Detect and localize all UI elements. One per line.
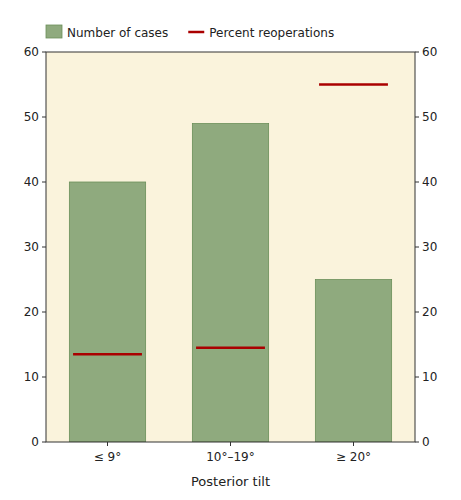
y-tick	[42, 377, 46, 378]
bar	[315, 280, 391, 443]
y2-tick	[415, 312, 419, 313]
y-tick-label: 30	[24, 240, 39, 254]
legend-label: Number of cases	[67, 26, 168, 40]
legend-label: Percent reoperations	[209, 26, 334, 40]
x-tick-label: ≥ 20°	[336, 450, 371, 464]
x-tick	[353, 442, 354, 446]
y-tick-label: 40	[24, 175, 39, 189]
y-tick	[42, 247, 46, 248]
x-tick	[107, 442, 108, 446]
y2-tick-label: 10	[422, 370, 437, 384]
y2-tick-label: 0	[422, 435, 430, 449]
y2-tick-label: 60	[422, 45, 437, 59]
y2-tick-label: 40	[422, 175, 437, 189]
x-axis-label: Posterior tilt	[191, 474, 270, 489]
y2-tick	[415, 377, 419, 378]
y-tick	[42, 117, 46, 118]
plot-frame	[46, 52, 415, 442]
bar	[69, 182, 145, 442]
y-tick-label: 0	[31, 435, 39, 449]
y-tick-label: 20	[24, 305, 39, 319]
chart: 0 10 20 30 40 50 60 0 10 20 30 40 50 60 ≤ 9° 10°–19° ≥ 2…	[0, 0, 461, 500]
bar	[192, 124, 268, 443]
y2-tick-label: 30	[422, 240, 437, 254]
y2-tick	[415, 442, 419, 443]
x-tick-label: ≤ 9°	[94, 450, 122, 464]
y2-tick	[415, 52, 419, 53]
reop-line	[73, 353, 142, 356]
y-tick-label: 10	[24, 370, 39, 384]
x-tick-label: 10°–19°	[206, 450, 255, 464]
y2-tick	[415, 247, 419, 248]
y2-tick	[415, 117, 419, 118]
y-tick	[42, 52, 46, 53]
reop-line	[319, 83, 388, 86]
y-tick	[42, 312, 46, 313]
legend: Number of cases Percent reoperations	[46, 25, 334, 40]
y2-tick-label: 20	[422, 305, 437, 319]
y-tick-label: 60	[24, 45, 39, 59]
y-tick	[42, 182, 46, 183]
marks	[69, 85, 391, 443]
y-tick-label: 50	[24, 110, 39, 124]
y-tick	[42, 442, 46, 443]
plot-background	[46, 52, 415, 442]
x-tick	[230, 442, 231, 446]
legend-swatch	[188, 31, 204, 34]
y2-tick	[415, 182, 419, 183]
reop-line	[196, 347, 265, 350]
y2-tick-label: 50	[422, 110, 437, 124]
legend-swatch	[46, 25, 62, 38]
